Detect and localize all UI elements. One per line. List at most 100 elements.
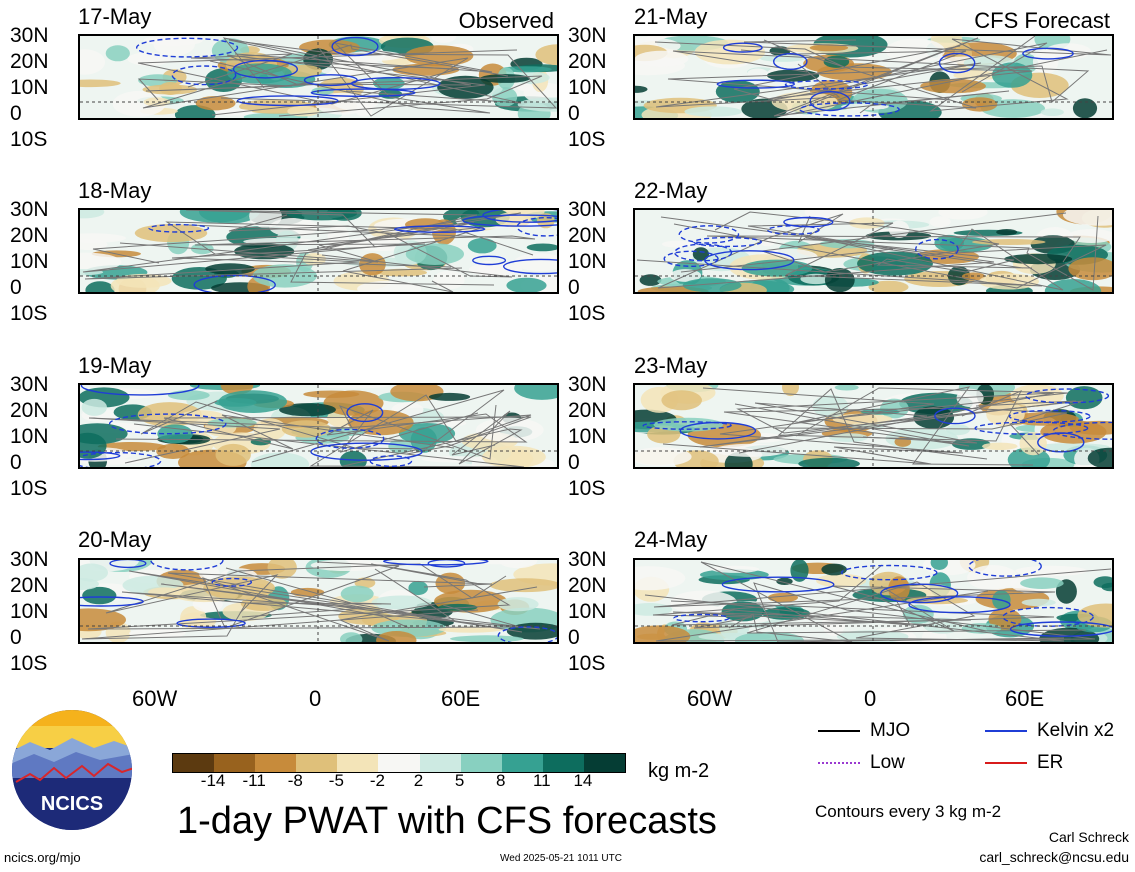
kelvin-contour [934,407,976,425]
pwat-anomaly-blob [967,565,1019,591]
pwat-anomaly-blob [480,74,531,83]
coastline [805,237,1033,273]
lat-label-right-1-2: 10N [568,76,607,99]
pwat-anomaly-blob [982,442,1018,450]
lat-label-right-3-0: 30N [568,373,607,396]
pwat-anomaly-blob [195,96,236,111]
lon-label-60e-right: 60E [1005,686,1045,711]
colorbar [172,753,626,773]
pwat-anomaly-blob [821,563,847,576]
colorbar-swatch-7 [460,754,502,772]
coastline [105,563,507,614]
pwat-anomaly-blob [1020,577,1064,589]
kelvin-contour [914,238,959,260]
coastline [137,75,543,117]
lat-label-left-4-2: 10N [10,600,49,623]
lat-label-left-4-4: 10S [10,652,48,675]
pwat-anomaly-blob [711,565,760,573]
credit-name: Carl Schreck [1048,829,1129,845]
logo-text: NCICS [41,793,103,815]
lat-label-right-1-4: 10S [568,128,606,151]
lat-label-left-4-1: 20N [10,574,49,597]
pwat-anomaly-blob [635,50,689,67]
legend-mjo-label: MJO [870,720,911,741]
coastline [655,582,1096,642]
kelvin-contour [908,596,1011,614]
kelvin-contour [176,618,246,629]
panel-date-obs-1: 17-May [78,4,152,29]
kelvin-contour [383,560,489,566]
kelvin-contour [678,225,740,244]
kelvin-contour [784,80,869,90]
coastline [82,212,522,273]
map-panel-fc-1 [633,34,1114,120]
pwat-anomaly-blob [836,630,909,642]
kelvin-contour [1052,421,1112,440]
kelvin-contour [503,258,557,275]
coastline [706,215,1099,291]
pwat-anomaly-blob [80,608,126,632]
kelvin-contour [772,53,808,71]
kelvin-contour [350,77,441,91]
pwat-anomaly-blob [142,84,198,95]
pwat-anomaly-blob [635,566,686,591]
pwat-anomaly-blob [398,423,456,445]
observed-tag: Observed [458,8,554,33]
lat-label-left-1-3: 0 [10,102,22,125]
lat-label-right-2-3: 0 [568,276,580,299]
pwat-anomaly-blob [938,210,988,220]
kelvin-contour [394,225,486,233]
pwat-anomaly-blob [80,79,121,88]
kelvin-contour [783,216,834,228]
pwat-anomaly-blob [920,78,986,94]
legend-kelvin: Kelvin x2 [985,720,1114,742]
site-url: ncics.org/mjo [4,850,81,865]
pwat-anomaly-blob [506,277,547,292]
pwat-anomaly-blob [388,439,414,454]
pwat-anomaly-blob [526,243,557,252]
coastline [209,42,493,114]
pwat-anomaly-blob [972,239,1046,245]
pwat-anomaly-blob [639,274,662,286]
panel-date-obs-3: 19-May [78,353,152,378]
kelvin-contour [673,243,733,262]
coastline [128,570,523,633]
kelvin-contour [462,214,557,227]
coastline [220,39,557,109]
kelvin-contour [766,225,820,235]
pwat-anomaly-blob [340,632,363,642]
lat-label-right-4-3: 0 [568,626,580,649]
kelvin-contour [880,583,959,604]
coastline [644,581,1087,642]
coastline [673,223,1107,291]
pwat-anomaly-blob [684,106,742,117]
pwat-anomaly-blob [468,262,523,277]
legend-low: Low [818,752,905,774]
pwat-anomaly-blob [438,603,478,611]
kelvin-contour [472,255,507,266]
colorbar-tick-8: 11 [532,771,551,790]
coastline [773,37,1108,117]
pwat-anomaly-blob [537,213,555,229]
kelvin-contour [1025,388,1110,404]
kelvin-contour [232,59,298,79]
pwat-anomaly-blob [913,406,955,429]
pwat-anomaly-blob [339,450,367,467]
lat-label-right-1-0: 30N [568,24,607,47]
coastline [228,214,513,278]
pwat-anomaly-blob [715,80,760,103]
pwat-anomaly-blob [1015,565,1088,577]
pwat-anomaly-blob [279,403,336,417]
pwat-anomaly-blob [734,631,804,642]
colorbar-tick-2: -8 [287,771,303,790]
coastline [171,224,536,268]
pwat-anomaly-blob [431,36,457,43]
panel-date-fc-3: 23-May [634,353,708,378]
pwat-anomaly-blob [467,238,497,254]
kelvin-contour [974,421,1089,435]
colorbar-swatch-8 [501,754,543,772]
lat-label-left-3-4: 10S [10,477,48,500]
pwat-anomaly-blob [179,210,250,223]
pwat-anomaly-blob [143,97,171,107]
pwat-anomaly-blob [408,580,429,596]
